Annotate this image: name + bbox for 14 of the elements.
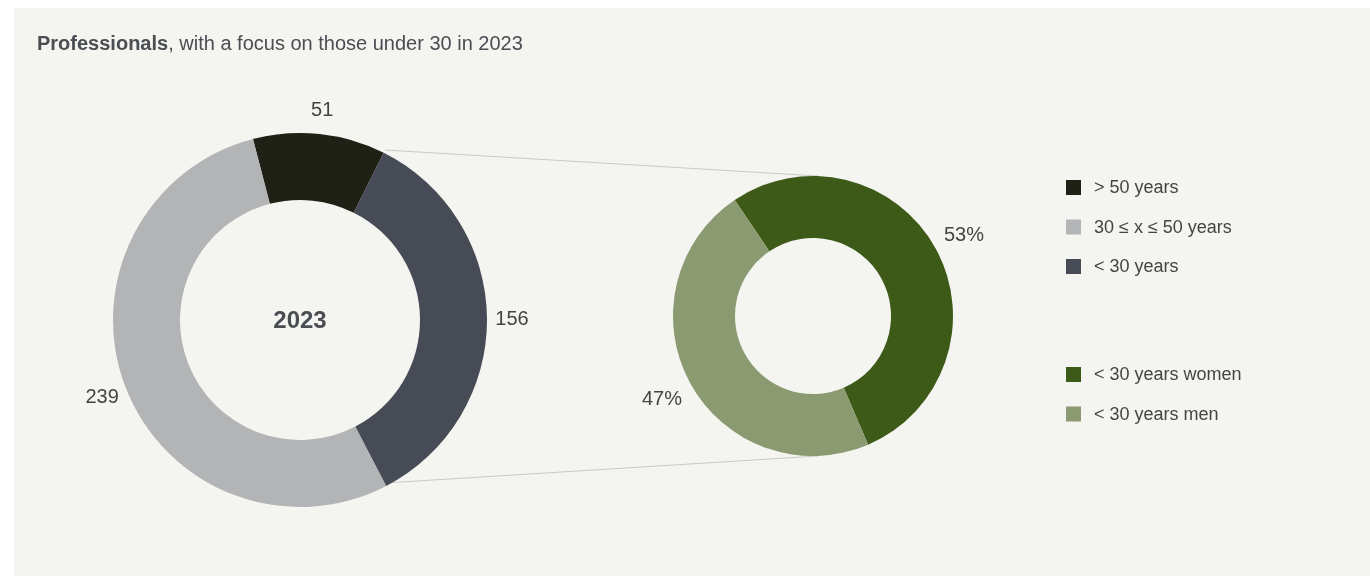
text: 2023: [273, 306, 327, 334]
donut-slice: [353, 152, 487, 486]
donut-slice: [252, 133, 384, 213]
data-label: 53%: [944, 222, 985, 245]
data-label: 156: [495, 307, 529, 330]
legend-label: < 30 years women: [1094, 364, 1242, 385]
legend-label: 30 ≤ x ≤ 50 years: [1094, 216, 1232, 237]
legend-label: < 30 years men: [1094, 403, 1219, 424]
data-label: 239: [85, 385, 119, 408]
legend-label: < 30 years: [1094, 256, 1179, 277]
data-label: 51: [311, 98, 334, 121]
data-label: 47%: [641, 387, 683, 410]
chart-title: Professionals, with a focus on those under 30 in 2023: [37, 32, 523, 54]
legend-label: > 50 years: [1094, 177, 1179, 198]
